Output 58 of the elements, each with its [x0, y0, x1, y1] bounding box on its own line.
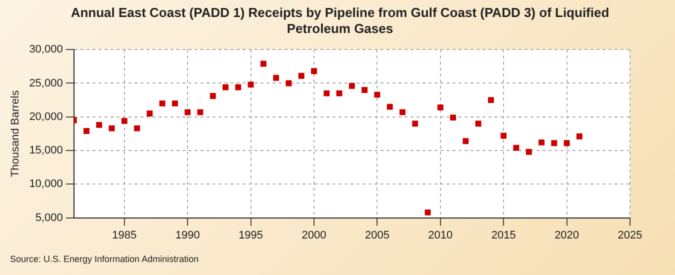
point — [437, 104, 444, 110]
point — [538, 139, 544, 146]
point — [108, 125, 115, 132]
y-tick-label: 30,000 — [29, 44, 63, 56]
x-tick-label: 2005 — [364, 229, 390, 242]
point — [462, 138, 469, 144]
point — [374, 92, 380, 98]
point — [222, 84, 228, 90]
point — [488, 97, 494, 104]
point — [96, 122, 102, 128]
x-tick-label: 1995 — [238, 229, 264, 242]
x-tick-label: 2000 — [302, 229, 326, 242]
point — [197, 109, 204, 116]
x-tick-label: 2015 — [491, 229, 516, 242]
point — [424, 209, 431, 216]
point — [348, 82, 355, 89]
point — [235, 84, 242, 90]
x-tick-label: 2020 — [554, 229, 580, 242]
point — [184, 109, 191, 116]
point — [84, 128, 90, 134]
x-tick-label: 2010 — [428, 229, 453, 242]
point — [500, 132, 507, 139]
point — [336, 90, 342, 96]
point — [386, 104, 393, 110]
point — [159, 100, 166, 106]
chart-title: Annual East Coast (PADD 1) Receipts by Pipeline from Gulf Coast (PADD 3) of Liquified Petroleum Gases — [70, 5, 610, 37]
point — [475, 120, 482, 127]
point — [121, 118, 128, 124]
point — [210, 93, 216, 99]
point — [311, 68, 317, 74]
x-tick-label: 2025 — [618, 229, 642, 242]
point — [513, 144, 520, 151]
point — [260, 60, 266, 67]
point — [172, 100, 178, 106]
point — [564, 140, 570, 146]
point — [324, 90, 330, 96]
point — [286, 80, 292, 86]
y-tick-label: 10,000 — [29, 178, 63, 190]
point — [400, 109, 406, 116]
y-tick-label: 15,000 — [29, 144, 63, 157]
point — [146, 110, 153, 116]
point — [298, 72, 304, 79]
x-tick-label: 1985 — [112, 229, 137, 242]
point — [526, 148, 532, 155]
y-tick-label: 25,000 — [29, 77, 63, 90]
point — [412, 120, 418, 127]
point — [362, 86, 368, 93]
y-tick-label: 5,000 — [35, 212, 63, 224]
x-tick-label: 1990 — [175, 229, 200, 242]
y-axis-title: Thousand Barrels — [10, 90, 22, 178]
point — [273, 74, 280, 81]
source-note: Source: U.S. Energy Information Administration — [10, 254, 199, 264]
point — [576, 133, 582, 140]
point — [134, 125, 140, 132]
point — [248, 82, 254, 88]
point — [551, 140, 558, 146]
y-tick-label: 20,000 — [29, 110, 63, 123]
point — [450, 114, 456, 121]
